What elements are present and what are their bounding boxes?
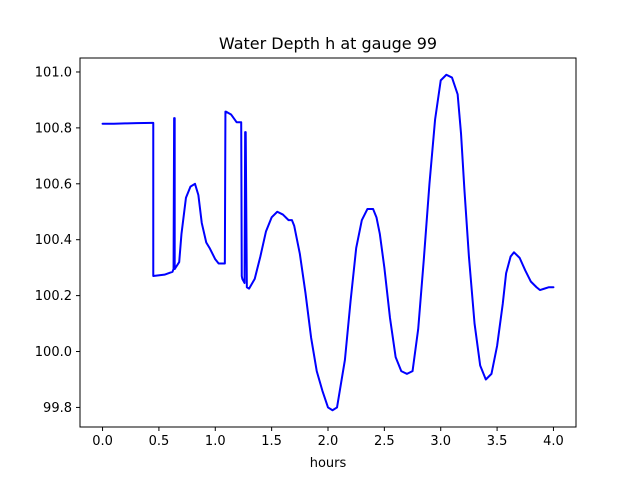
x-tick-label: 2.5 bbox=[374, 434, 395, 449]
y-tick-label: 100.4 bbox=[35, 233, 72, 248]
x-tick-label: 3.0 bbox=[430, 434, 451, 449]
x-tick-label: 0.0 bbox=[92, 434, 113, 449]
y-tick-label: 99.8 bbox=[43, 401, 72, 416]
y-tick-label: 101.0 bbox=[35, 65, 72, 80]
chart-title: Water Depth h at gauge 99 bbox=[219, 34, 437, 53]
series-line bbox=[101, 73, 555, 412]
plot-area: 0.0 0.5 1.0 1.5 2.0 2.5 3.0 3.5 4.0 99.8 100.0 100.… bbox=[35, 57, 577, 449]
x-tick-label: 1.5 bbox=[261, 434, 282, 449]
x-axis-label: hours bbox=[310, 456, 347, 471]
y-tick-label: 100.0 bbox=[35, 345, 72, 360]
y-tick-label: 100.6 bbox=[35, 177, 72, 192]
y-tick-label: 100.8 bbox=[35, 121, 72, 136]
x-tick-label: 4.0 bbox=[543, 434, 564, 449]
x-tick-label: 2.0 bbox=[318, 434, 339, 449]
x-tick-label: 3.5 bbox=[487, 434, 508, 449]
x-tick-label: 1.0 bbox=[205, 434, 226, 449]
y-tick-label: 100.2 bbox=[35, 289, 72, 304]
x-tick-label: 0.5 bbox=[149, 434, 170, 449]
